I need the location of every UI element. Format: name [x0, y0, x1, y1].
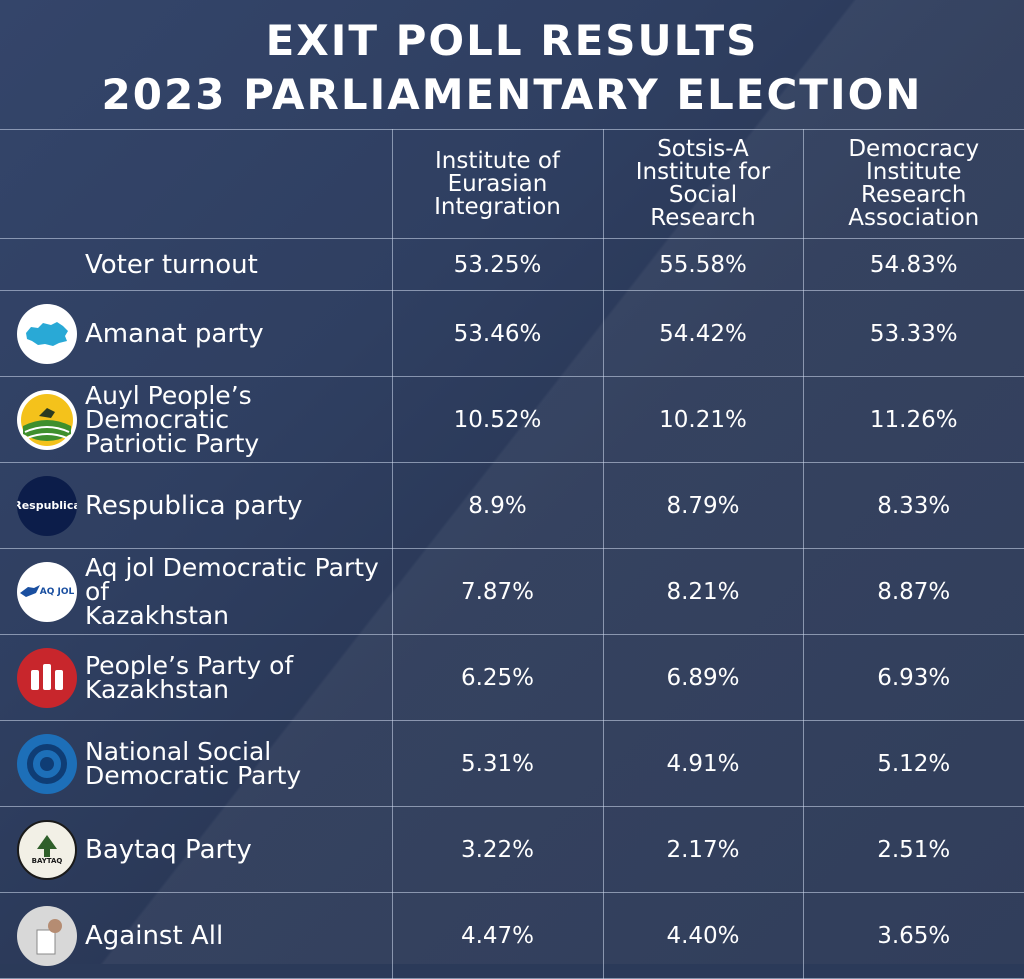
nsdp-logo-icon [17, 733, 77, 794]
value-cell: 8.33% [802, 462, 1024, 549]
row-label: People’s Party of Kazakhstan [85, 650, 294, 704]
table-row: Against All 4.47% 4.40% 3.65% [0, 892, 1024, 979]
row-label-cell: National Social Democratic Party [0, 720, 393, 807]
table-row: BAYTAQ Baytaq Party 3.22% 2.17% 2.51% [0, 806, 1024, 893]
row-label-cell: Auyl People’s Democratic Patriotic Party [0, 376, 393, 463]
row-label-cell: AQ JOL Aq jol Democratic Party of Kazakh… [0, 548, 393, 635]
value-cell: 6.25% [391, 634, 604, 721]
value-cell: 3.65% [802, 892, 1024, 979]
value-cell: 6.93% [802, 634, 1024, 721]
row-label-cell: Against All [0, 892, 393, 979]
row-label: Auyl People’s Democratic Patriotic Party [85, 380, 260, 458]
value-cell: 54.42% [602, 290, 804, 377]
page-title: EXIT POLL RESULTS 2023 PARLIAMENTARY ELE… [0, 14, 1024, 122]
row-label: Voter turnout [85, 249, 258, 280]
title-line-1: EXIT POLL RESULTS [265, 16, 759, 65]
value-cell: 8.79% [602, 462, 804, 549]
value-cell: 7.87% [391, 548, 604, 635]
value-cell: 10.21% [602, 376, 804, 463]
value-cell: 5.12% [802, 720, 1024, 807]
aqjol-logo-icon: AQ JOL [17, 561, 77, 622]
row-label: National Social Democratic Party [85, 736, 302, 790]
value-cell: 5.31% [391, 720, 604, 807]
table-row: AQ JOL Aq jol Democratic Party of Kazakh… [0, 548, 1024, 635]
value-cell: 4.47% [391, 892, 604, 979]
source-header-sotsis-a: Sotsis-A Institute for Social Research [602, 129, 804, 239]
value-cell: 53.46% [391, 290, 604, 377]
row-label: Against All [85, 920, 224, 951]
row-label-cell: Voter turnout [0, 238, 393, 291]
value-cell: 4.91% [602, 720, 804, 807]
amanat-logo-icon [17, 303, 77, 364]
value-cell: 8.21% [602, 548, 804, 635]
table-row: Respublica Respublica party 8.9% 8.79% 8… [0, 462, 1024, 549]
title-line-2: 2023 PARLIAMENTARY ELECTION [101, 70, 923, 119]
value-cell: 4.40% [602, 892, 804, 979]
row-label-cell: BAYTAQ Baytaq Party [0, 806, 393, 893]
row-label: Baytaq Party [85, 834, 252, 865]
auyl-logo-icon [17, 389, 77, 450]
value-cell: 2.17% [602, 806, 804, 893]
source-header-eurasian-integration: Institute of Eurasian Integration [391, 129, 604, 239]
row-label-cell: Respublica Respublica party [0, 462, 393, 549]
table-row: Amanat party 53.46% 54.42% 53.33% [0, 290, 1024, 377]
value-cell: 8.87% [802, 548, 1024, 635]
row-label: Amanat party [85, 318, 264, 349]
value-cell: 54.83% [802, 238, 1024, 291]
value-cell: 53.33% [802, 290, 1024, 377]
header-empty-cell [0, 129, 393, 239]
raised-fists-icon [17, 647, 77, 708]
table-row: Auyl People’s Democratic Patriotic Party… [0, 376, 1024, 463]
value-cell: 53.25% [391, 238, 604, 291]
value-cell: 3.22% [391, 806, 604, 893]
value-cell: 10.52% [391, 376, 604, 463]
results-table: Institute of Eurasian Integration Sotsis-A… [0, 129, 1024, 979]
row-label-cell: People’s Party of Kazakhstan [0, 634, 393, 721]
table-row: National Social Democratic Party 5.31% 4… [0, 720, 1024, 807]
table-row: Voter turnout 53.25% 55.58% 54.83% [0, 238, 1024, 291]
value-cell: 2.51% [802, 806, 1024, 893]
header-row: Institute of Eurasian Integration Sotsis-A… [0, 129, 1024, 239]
table-row: People’s Party of Kazakhstan 6.25% 6.89%… [0, 634, 1024, 721]
source-header-democracy-institute: Democracy Institute Research Association [802, 129, 1024, 239]
value-cell: 55.58% [602, 238, 804, 291]
row-label: Respublica party [85, 490, 303, 521]
respublica-logo-icon: Respublica [17, 475, 77, 536]
value-cell: 8.9% [391, 462, 604, 549]
row-label: Aq jol Democratic Party of Kazakhstan [85, 552, 379, 630]
value-cell: 11.26% [802, 376, 1024, 463]
row-label-cell: Amanat party [0, 290, 393, 377]
ballot-icon [17, 905, 77, 966]
value-cell: 6.89% [602, 634, 804, 721]
baytaq-logo-icon: BAYTAQ [17, 819, 77, 880]
